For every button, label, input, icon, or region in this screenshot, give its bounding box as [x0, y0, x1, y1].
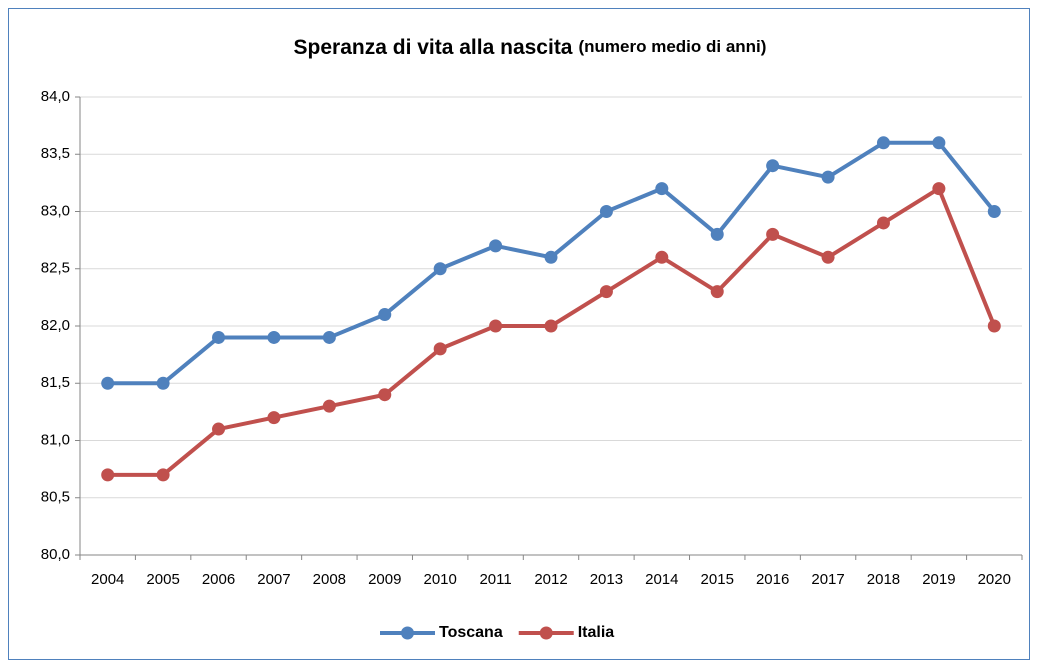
- legend-label: Italia: [578, 624, 615, 641]
- x-tick-label: 2017: [811, 571, 844, 588]
- data-point: [544, 250, 558, 264]
- data-point: [932, 182, 946, 196]
- x-tick-label: 2016: [756, 571, 789, 588]
- data-point: [433, 262, 447, 276]
- data-point: [489, 319, 503, 333]
- data-point: [267, 330, 281, 344]
- data-point: [267, 411, 281, 425]
- data-point: [655, 182, 669, 196]
- data-point: [433, 342, 447, 356]
- x-tick-label: 2013: [590, 571, 623, 588]
- x-tick-label: 2018: [867, 571, 900, 588]
- y-tick-label: 83,5: [41, 145, 70, 162]
- chart-heading: Speranza di vita alla nascita (numero med…: [294, 36, 767, 59]
- data-point: [876, 216, 890, 230]
- y-tick-label: 84,0: [41, 88, 70, 105]
- chart-frame: [8, 8, 1030, 660]
- y-tick-label: 81,0: [41, 431, 70, 448]
- data-point: [544, 319, 558, 333]
- data-point: [599, 205, 613, 218]
- legend-label: Toscana: [439, 624, 503, 641]
- x-tick-label: 2005: [146, 571, 179, 588]
- y-tick-label: 82,5: [41, 260, 70, 277]
- data-point: [821, 250, 835, 264]
- chart-subtitle: (numero medio di anni): [579, 37, 767, 56]
- y-tick-label: 80,0: [41, 546, 70, 563]
- x-tick-label: 2009: [368, 571, 401, 588]
- data-point: [821, 170, 835, 184]
- data-point: [987, 205, 1001, 218]
- data-point: [212, 330, 226, 344]
- data-point: [489, 239, 503, 253]
- data-point: [156, 468, 170, 482]
- data-point: [655, 250, 669, 264]
- data-point: [766, 227, 780, 241]
- x-tick-label: 2006: [202, 571, 235, 588]
- data-point: [322, 330, 336, 344]
- x-tick-label: 2014: [645, 571, 678, 588]
- x-tick-label: 2015: [701, 571, 734, 588]
- data-point: [101, 376, 115, 390]
- data-point: [378, 388, 392, 402]
- data-point: [766, 159, 780, 173]
- x-tick-label: 2020: [978, 571, 1011, 588]
- data-point: [156, 376, 170, 390]
- y-tick-label: 80,5: [41, 489, 70, 506]
- y-tick-label: 82,0: [41, 317, 70, 334]
- legend-marker: [401, 626, 414, 640]
- data-point: [932, 136, 946, 150]
- data-point: [101, 468, 115, 482]
- y-tick-label: 81,5: [41, 374, 70, 391]
- x-tick-label: 2008: [313, 571, 346, 588]
- y-tick-label: 83,0: [41, 202, 70, 219]
- data-point: [876, 136, 890, 150]
- data-point: [710, 285, 724, 299]
- x-tick-label: 2007: [257, 571, 290, 588]
- data-point: [710, 227, 724, 241]
- data-point: [212, 422, 226, 436]
- data-point: [599, 285, 613, 299]
- x-tick-label: 2019: [922, 571, 955, 588]
- chart-title: Speranza di vita alla nascita: [294, 36, 573, 59]
- data-point: [987, 319, 1001, 333]
- x-tick-label: 2012: [534, 571, 567, 588]
- x-tick-label: 2004: [91, 571, 124, 588]
- data-point: [322, 399, 336, 413]
- data-point: [378, 308, 392, 322]
- legend-marker: [539, 626, 553, 640]
- x-tick-label: 2011: [479, 571, 511, 588]
- x-tick-label: 2010: [423, 571, 456, 588]
